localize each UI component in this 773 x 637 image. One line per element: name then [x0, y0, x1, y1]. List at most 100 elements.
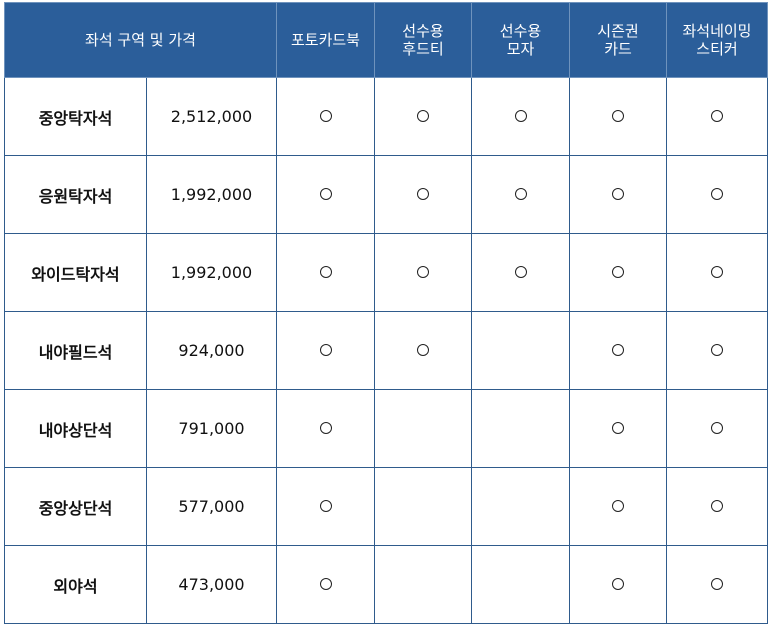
header-zone-price: 좌석 구역 및 가격: [4, 2, 277, 78]
benefit-cell: [276, 77, 375, 156]
seat-zone-price: 577,000: [146, 467, 277, 546]
header-benefit-player-cap: 선수용 모자: [471, 2, 570, 78]
benefit-cell: [471, 545, 570, 624]
circle-mark-icon: [711, 344, 723, 356]
seat-zone-name: 중앙탁자석: [4, 77, 147, 156]
seat-zone-name: 내야상단석: [4, 389, 147, 468]
circle-mark-icon: [612, 344, 624, 356]
circle-mark-icon: [319, 500, 332, 512]
seat-zone-name: 외야석: [4, 545, 147, 624]
circle-mark-icon: [612, 578, 624, 590]
header-line: 선수용: [402, 22, 444, 40]
circle-mark-icon: [612, 188, 624, 200]
header-line: 포토카드북: [290, 31, 360, 49]
header-line: 선수용: [499, 22, 542, 40]
benefit-cell: [276, 155, 375, 234]
circle-mark-icon: [711, 422, 723, 434]
benefit-cell: [276, 311, 375, 390]
benefit-cell: [374, 389, 472, 468]
benefit-cell: [569, 389, 667, 468]
table-body: 중앙탁자석 2,512,000 응원탁자석 1,992,000 와이드탁자석 1,992,…: [4, 77, 768, 624]
benefit-cell: [471, 77, 570, 156]
circle-mark-icon: [711, 578, 723, 590]
header-benefit-player-hoodie: 선수용 후드티: [374, 2, 472, 78]
header-benefit-photocard-book: 포토카드북: [276, 2, 375, 78]
benefit-cell: [666, 467, 768, 546]
benefit-cell: [471, 155, 570, 234]
benefit-cell: [471, 311, 570, 390]
seat-zone-name: 내야필드석: [4, 311, 147, 390]
circle-mark-icon: [417, 110, 429, 122]
benefit-cell: [471, 467, 570, 546]
header-line: 모자: [506, 40, 535, 58]
header-line: 스티커: [696, 40, 738, 58]
benefit-cell: [276, 545, 375, 624]
benefit-cell: [666, 233, 768, 312]
circle-mark-icon: [319, 266, 332, 278]
seat-zone-price: 1,992,000: [146, 233, 277, 312]
circle-mark-icon: [612, 422, 624, 434]
seat-zone-price: 2,512,000: [146, 77, 277, 156]
table-row: 와이드탁자석 1,992,000: [4, 233, 768, 312]
benefit-cell: [374, 77, 472, 156]
circle-mark-icon: [417, 188, 429, 200]
table-row: 중앙상단석 577,000: [4, 467, 768, 546]
circle-mark-icon: [612, 266, 624, 278]
benefit-cell: [666, 545, 768, 624]
benefit-cell: [374, 545, 472, 624]
circle-mark-icon: [514, 266, 527, 278]
table-row: 응원탁자석 1,992,000: [4, 155, 768, 234]
circle-mark-icon: [417, 266, 429, 278]
benefit-cell: [569, 311, 667, 390]
benefit-cell: [471, 233, 570, 312]
seat-zone-name: 와이드탁자석: [4, 233, 147, 312]
header-line: 후드티: [402, 40, 444, 58]
circle-mark-icon: [612, 110, 624, 122]
benefit-cell: [569, 545, 667, 624]
benefit-cell: [471, 389, 570, 468]
table-row: 중앙탁자석 2,512,000: [4, 77, 768, 156]
circle-mark-icon: [514, 110, 527, 122]
header-benefit-seat-naming-sticker: 좌석네이밍 스티커: [666, 2, 768, 78]
seat-zone-price: 924,000: [146, 311, 277, 390]
header-line: 시즌권: [597, 22, 639, 40]
benefit-cell: [374, 155, 472, 234]
benefit-cell: [374, 233, 472, 312]
circle-mark-icon: [711, 110, 723, 122]
benefit-cell: [569, 77, 667, 156]
benefit-cell: [666, 389, 768, 468]
circle-mark-icon: [319, 110, 332, 122]
circle-mark-icon: [711, 188, 723, 200]
header-line: 좌석네이밍: [682, 22, 752, 40]
header-line: 카드: [604, 40, 632, 58]
circle-mark-icon: [319, 344, 332, 356]
benefit-cell: [374, 311, 472, 390]
seat-benefit-table: 좌석 구역 및 가격 포토카드북 선수용 후드티 선수용 모자 시즌권 카드: [4, 2, 768, 624]
benefit-cell: [276, 389, 375, 468]
benefit-cell: [569, 467, 667, 546]
circle-mark-icon: [319, 188, 332, 200]
benefit-cell: [374, 467, 472, 546]
table-row: 내야필드석 924,000: [4, 311, 768, 390]
circle-mark-icon: [319, 578, 332, 590]
seat-zone-price: 1,992,000: [146, 155, 277, 234]
benefit-cell: [666, 311, 768, 390]
circle-mark-icon: [711, 500, 723, 512]
seat-zone-price: 791,000: [146, 389, 277, 468]
benefit-cell: [666, 155, 768, 234]
benefit-cell: [569, 155, 667, 234]
seat-zone-name: 응원탁자석: [4, 155, 147, 234]
circle-mark-icon: [417, 344, 429, 356]
table-row: 외야석 473,000: [4, 545, 768, 624]
benefit-cell: [276, 233, 375, 312]
seat-zone-price: 473,000: [146, 545, 277, 624]
table-row: 내야상단석 791,000: [4, 389, 768, 468]
circle-mark-icon: [514, 188, 527, 200]
header-benefit-season-card: 시즌권 카드: [569, 2, 667, 78]
circle-mark-icon: [319, 422, 332, 434]
header-row: 좌석 구역 및 가격 포토카드북 선수용 후드티 선수용 모자 시즌권 카드: [4, 2, 768, 78]
circle-mark-icon: [711, 266, 723, 278]
seat-zone-name: 중앙상단석: [4, 467, 147, 546]
benefit-cell: [569, 233, 667, 312]
